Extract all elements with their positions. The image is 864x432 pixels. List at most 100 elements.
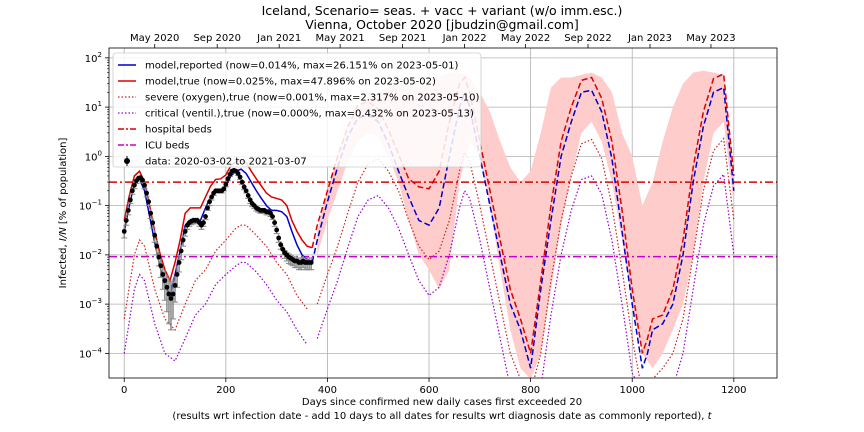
- data-point: [170, 291, 176, 297]
- legend-item-severe: severe (oxygen),true (now=0.001%, max=2.…: [118, 93, 479, 104]
- data-point: [270, 214, 275, 219]
- legend-box: [112, 52, 482, 168]
- data-point: [127, 197, 133, 203]
- series-reported-past: [123, 168, 313, 298]
- top-tick-label: Jan 2022: [442, 33, 487, 44]
- chart-title-line2: Vienna, October 2020 [jbudzin@gmail.com]: [305, 17, 579, 32]
- legend-label: data: 2020-03-02 to 2021-03-07: [145, 157, 307, 168]
- data-point: [176, 260, 182, 265]
- data-point: [125, 207, 131, 213]
- data-point: [168, 296, 174, 301]
- data-point: [308, 260, 314, 265]
- legend-item-data: data: 2020-03-02 to 2021-03-07: [124, 156, 307, 168]
- legend-label: hospital beds: [145, 125, 212, 136]
- data-point: [272, 220, 278, 226]
- top-date-axis: May 2020 Sep 2020 Jan 2021 May 2021 Sep 2021…: [130, 33, 736, 48]
- data-point: [142, 182, 147, 188]
- data-point: [207, 199, 212, 205]
- data-point: [172, 282, 178, 288]
- data-point: [245, 193, 251, 198]
- legend-label: ICU beds: [145, 141, 190, 152]
- data-point: [201, 220, 206, 226]
- x-axis: 0 200 400 600 800 1000 1200: [121, 378, 747, 396]
- data-point: [123, 218, 129, 223]
- y-tick-label: 10−3: [79, 297, 102, 311]
- legend-marker: [124, 158, 130, 164]
- top-tick-label: Sep 2022: [564, 33, 611, 44]
- data-point: [129, 188, 135, 194]
- legend-item-hospital: hospital beds: [118, 125, 212, 136]
- data-point: [223, 181, 229, 187]
- y-tick-label: 10−1: [79, 199, 102, 213]
- x-tick-label: 0: [121, 385, 127, 396]
- chart-title-line1: Iceland, Scenario= seas. + vacc + varian…: [262, 3, 623, 18]
- data-point: [243, 188, 249, 194]
- top-tick-label: Sep 2021: [379, 33, 426, 44]
- data-point: [180, 237, 186, 243]
- legend-item-true: model,true (now=0.025%, max=47.896% on 2…: [118, 77, 436, 88]
- data-point: [131, 182, 137, 188]
- y-tick-label: 10−4: [79, 346, 103, 360]
- data-point: [239, 179, 245, 185]
- y-tick-label: 10−2: [79, 248, 102, 262]
- x-tick-label: 1200: [721, 385, 746, 396]
- series-critical-projection: [316, 173, 735, 378]
- y-tick-label: 101: [85, 100, 102, 114]
- data-point: [150, 220, 156, 226]
- data-point: [274, 227, 280, 233]
- top-tick-label: May 2020: [130, 33, 179, 44]
- data-point: [235, 171, 241, 176]
- data-point: [221, 186, 227, 192]
- legend-label: critical (ventil.),true (now=0.000%, max…: [145, 109, 474, 120]
- x-axis-label-line2: (results wrt infection date - add 10 day…: [172, 411, 712, 422]
- x-axis-label: Days since confirmed new daily cases fir…: [302, 397, 582, 408]
- data-point: [225, 176, 231, 182]
- legend-item-critical: critical (ventil.),true (now=0.000%, max…: [118, 109, 474, 120]
- legend: model,reported (now=0.014%, max=26.151% …: [112, 52, 482, 168]
- y-tick-label: 102: [85, 51, 102, 65]
- observations-layer: [121, 167, 315, 331]
- data-point: [146, 199, 152, 205]
- data-point: [247, 197, 253, 203]
- data-point: [174, 272, 180, 277]
- data-point: [160, 272, 166, 277]
- x-tick-label: 200: [216, 385, 235, 396]
- y-tick-label: 100: [85, 149, 102, 163]
- top-tick-label: Jan 2021: [256, 33, 301, 44]
- data-point: [203, 214, 208, 219]
- data-point: [178, 248, 184, 254]
- data-point: [121, 228, 127, 234]
- data-point: [158, 263, 164, 269]
- top-tick-label: May 2021: [315, 33, 364, 44]
- legend-item-icu: ICU beds: [118, 141, 190, 152]
- x-tick-label: 800: [521, 385, 540, 396]
- data-point: [241, 184, 247, 190]
- data-point: [182, 228, 188, 234]
- data-point: [278, 242, 284, 248]
- legend-label: model,reported (now=0.014%, max=26.151% …: [145, 61, 459, 72]
- top-tick-label: May 2022: [501, 33, 550, 44]
- top-tick-label: May 2023: [686, 33, 735, 44]
- data-point: [166, 291, 172, 297]
- top-tick-label: Sep 2020: [193, 33, 240, 44]
- legend-item-reported: model,reported (now=0.014%, max=26.151% …: [118, 61, 459, 72]
- top-tick-label: Jan 2023: [627, 33, 672, 44]
- data-point: [156, 254, 162, 260]
- series-severe-past: [123, 224, 308, 331]
- data-point: [154, 243, 160, 249]
- data-point: [205, 205, 210, 211]
- data-point: [144, 190, 149, 196]
- data-point: [140, 177, 145, 183]
- legend-label: severe (oxygen),true (now=0.001%, max=2.…: [145, 93, 479, 104]
- data-point: [152, 232, 158, 238]
- x-tick-label: 600: [419, 385, 438, 396]
- x-tick-label: 400: [318, 385, 337, 396]
- x-tick-label: 1000: [619, 385, 644, 396]
- data-point: [237, 174, 243, 180]
- legend-label: model,true (now=0.025%, max=47.896% on 2…: [145, 77, 436, 88]
- data-point: [148, 210, 154, 216]
- y-axis: 10−4 10−3 10−2 10−1 100 101 102: [79, 51, 109, 360]
- data-point: [209, 194, 215, 200]
- data-point: [280, 246, 286, 252]
